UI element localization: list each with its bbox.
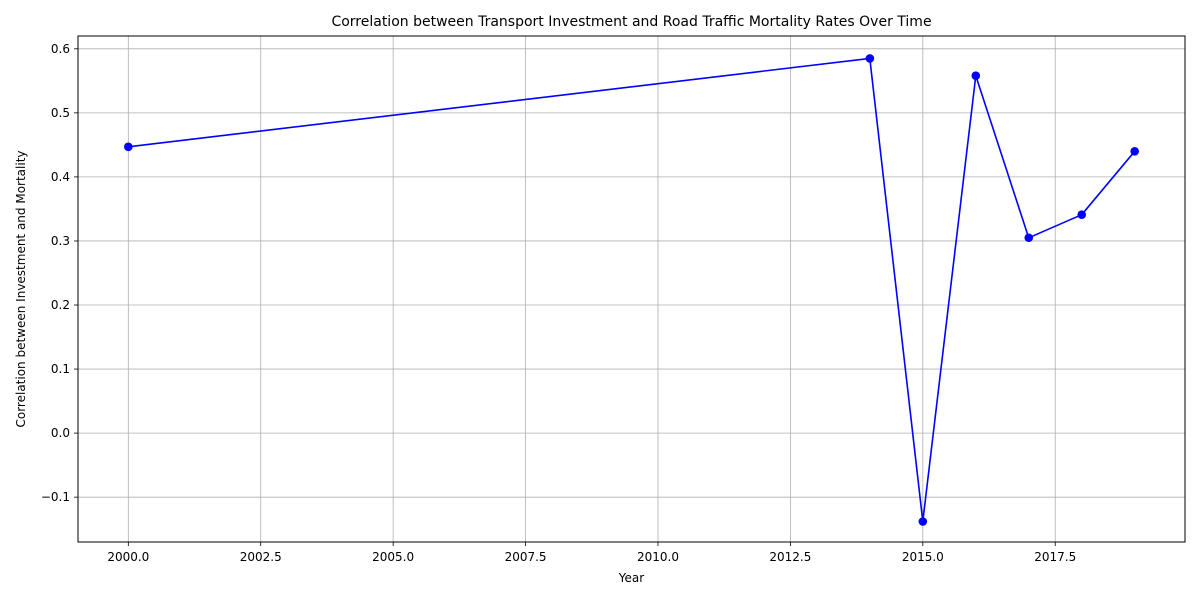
data-point — [1077, 210, 1087, 220]
y-tick-label: 0.2 — [51, 298, 70, 312]
x-tick-label: 2017.5 — [1034, 550, 1076, 564]
y-axis-label: Correlation between Investment and Morta… — [14, 150, 28, 427]
x-tick-label: 2007.5 — [505, 550, 547, 564]
y-tick-label: −0.1 — [41, 490, 70, 504]
data-point — [971, 71, 981, 81]
data-point — [1024, 233, 1034, 243]
y-tick-label: 0.6 — [51, 42, 70, 56]
y-tick-label: 0.3 — [51, 234, 70, 248]
x-tick-label: 2002.5 — [240, 550, 282, 564]
y-tick-label: 0.1 — [51, 362, 70, 376]
data-point — [1130, 146, 1139, 156]
y-tick-label: 0.4 — [51, 170, 70, 184]
x-tick-label: 2005.0 — [372, 550, 414, 564]
data-point — [124, 142, 133, 152]
x-tick-label: 2010.0 — [637, 550, 679, 564]
y-tick-label: 0.5 — [51, 106, 70, 120]
x-tick-label: 2012.5 — [769, 550, 811, 564]
x-axis-label: Year — [618, 571, 644, 585]
x-tick-label: 2015.0 — [902, 550, 944, 564]
x-tick-label: 2000.0 — [107, 550, 149, 564]
data-series — [124, 54, 1139, 526]
chart-title: Correlation between Transport Investment… — [331, 14, 931, 30]
data-point — [865, 54, 875, 63]
plot-frame — [77, 35, 1186, 543]
y-tick-label: 0.0 — [51, 426, 70, 440]
data-point — [918, 517, 928, 526]
grid — [78, 36, 1185, 542]
axis-ticks: 2000.0 2002.5 2005.0 2007.5 2010.0 2012.5 2015… — [41, 42, 1076, 564]
